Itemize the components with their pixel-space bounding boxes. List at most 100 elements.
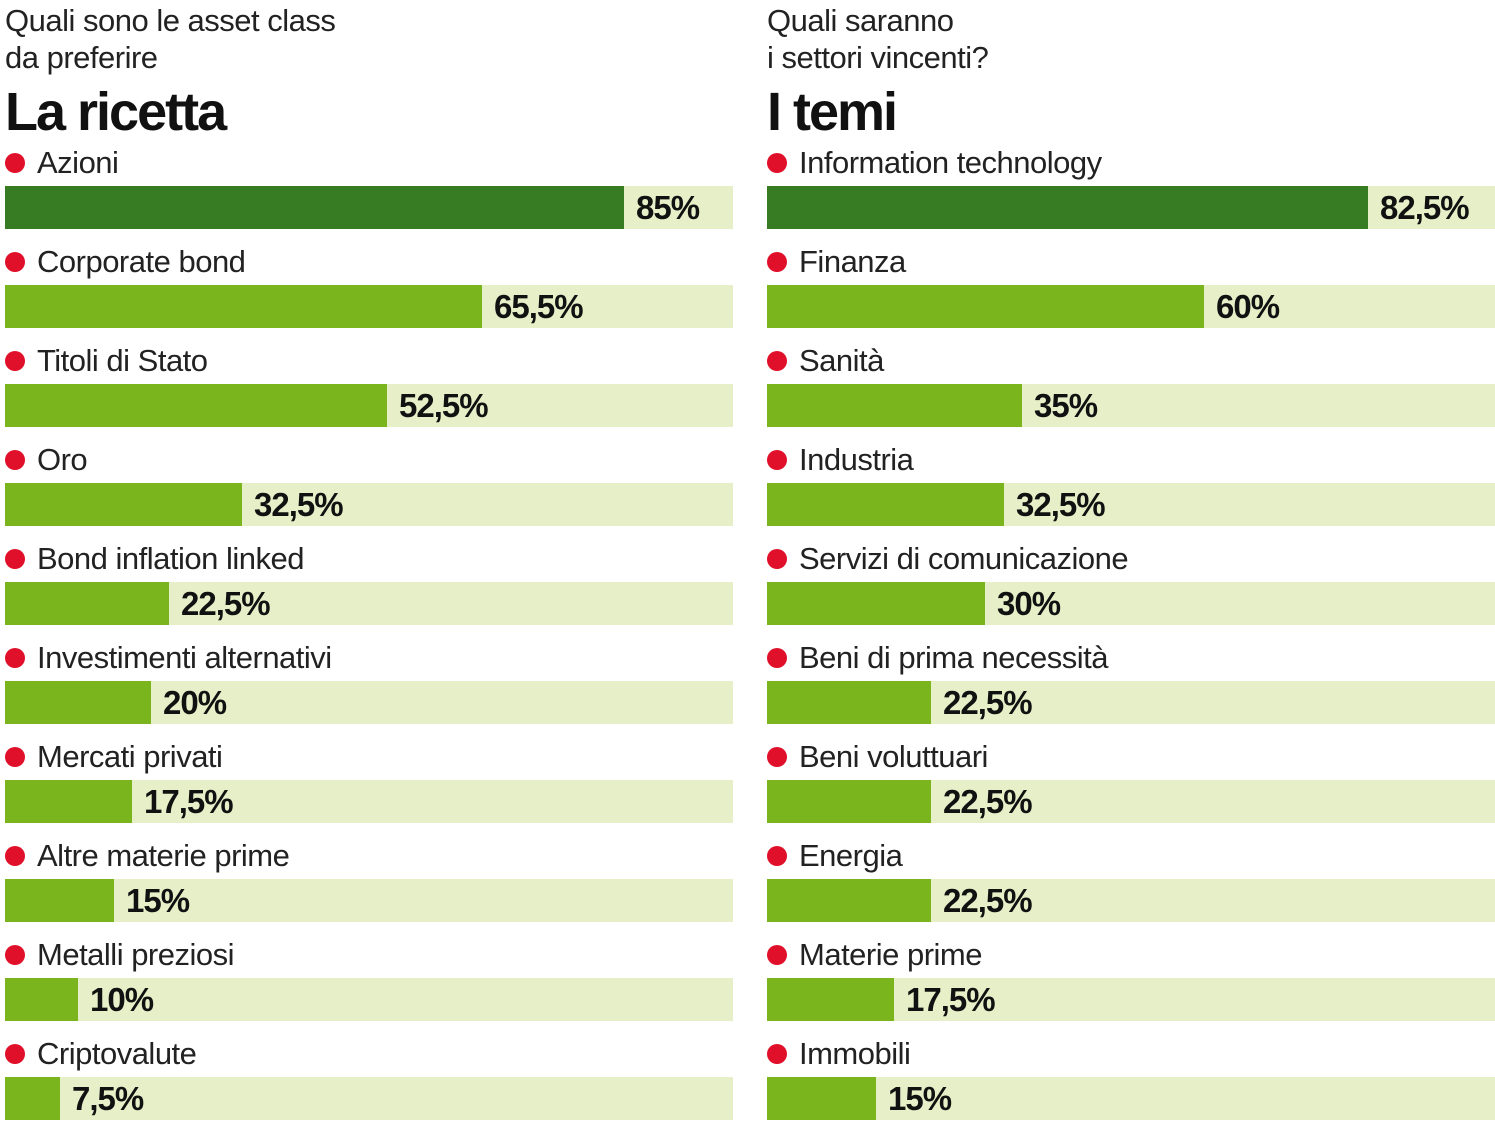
bullet-icon — [767, 252, 787, 272]
bar-track: 10% — [5, 978, 733, 1021]
bar-track: 17,5% — [5, 780, 733, 823]
category-label: Finanza — [799, 244, 906, 279]
category-label: Metalli preziosi — [37, 937, 235, 972]
value-label: 7,5% — [72, 1080, 144, 1117]
bar-label: Bond inflation linked — [5, 541, 304, 577]
bar-track: 22,5% — [767, 780, 1495, 823]
bar — [5, 780, 132, 823]
value-label: 22,5% — [943, 684, 1033, 721]
bar-row: Finanza 60% — [767, 244, 1495, 343]
bar-label: Beni voluttuari — [767, 739, 988, 775]
bar — [5, 582, 169, 625]
bullet-icon — [5, 450, 25, 470]
bar — [767, 384, 1022, 427]
category-label: Azioni — [37, 145, 119, 180]
bullet-icon — [5, 1044, 25, 1064]
value-label: 82,5% — [1380, 189, 1470, 226]
bar-row: Servizi di comunicazione 30% — [767, 541, 1495, 640]
bar-label: Investimenti alternativi — [5, 640, 332, 676]
bar — [5, 879, 114, 922]
bar-row: Corporate bond 65,5% — [5, 244, 733, 343]
bar-label: Altre materie prime — [5, 838, 290, 874]
bar-row: Azioni 85% — [5, 145, 733, 244]
category-label: Materie prime — [799, 937, 983, 972]
bar-track: 60% — [767, 285, 1495, 328]
bullet-icon — [5, 351, 25, 371]
chart-subtitle: Quali sono le asset class da preferire — [5, 3, 336, 75]
bar — [5, 285, 482, 328]
value-label: 85% — [636, 189, 700, 226]
bullet-icon — [767, 846, 787, 866]
category-label: Bond inflation linked — [37, 541, 304, 576]
bar-track: 52,5% — [5, 384, 733, 427]
bullet-icon — [767, 747, 787, 767]
bar-track: 15% — [767, 1077, 1495, 1120]
category-label: Industria — [799, 442, 914, 477]
bullet-icon — [767, 351, 787, 371]
bar-track: 22,5% — [767, 879, 1495, 922]
bar-label: Sanità — [767, 343, 884, 379]
bar-track: 22,5% — [767, 681, 1495, 724]
bar-label: Immobili — [767, 1036, 911, 1072]
bar-track: 30% — [767, 582, 1495, 625]
chart-subtitle: Quali saranno i settori vincenti? — [767, 3, 989, 75]
category-label: Information technology — [799, 145, 1102, 180]
bar-label: Oro — [5, 442, 88, 478]
bar-label: Energia — [767, 838, 903, 874]
chart-panel-asset-class: Quali sono le asset class da preferire L… — [5, 0, 733, 1120]
category-label: Energia — [799, 838, 903, 873]
bar — [5, 1077, 60, 1120]
category-label: Altre materie prime — [37, 838, 290, 873]
category-label: Criptovalute — [37, 1036, 197, 1071]
bar-row: Oro 32,5% — [5, 442, 733, 541]
value-label: 52,5% — [399, 387, 489, 424]
bar-row: Sanità 35% — [767, 343, 1495, 442]
category-label: Immobili — [799, 1036, 911, 1071]
bar — [767, 285, 1204, 328]
bar — [5, 384, 387, 427]
value-label: 17,5% — [906, 981, 996, 1018]
bar-label: Metalli preziosi — [5, 937, 235, 973]
bar-row: Mercati privati 17,5% — [5, 739, 733, 838]
category-label: Mercati privati — [37, 739, 223, 774]
bar-label: Finanza — [767, 244, 906, 280]
bar — [767, 186, 1368, 229]
value-label: 30% — [997, 585, 1061, 622]
bar-label: Information technology — [767, 145, 1102, 181]
value-label: 20% — [163, 684, 227, 721]
category-label: Investimenti alternativi — [37, 640, 332, 675]
bar-row: Investimenti alternativi 20% — [5, 640, 733, 739]
bar-track: 22,5% — [5, 582, 733, 625]
bullet-icon — [5, 945, 25, 965]
category-label: Sanità — [799, 343, 884, 378]
bar — [767, 1077, 876, 1120]
bar-label: Materie prime — [767, 937, 983, 973]
bullet-icon — [767, 1044, 787, 1064]
bullet-icon — [767, 450, 787, 470]
bar-row: Industria 32,5% — [767, 442, 1495, 541]
bar-label: Criptovalute — [5, 1036, 197, 1072]
category-label: Servizi di comunicazione — [799, 541, 1129, 576]
chart-title: La ricetta — [5, 82, 227, 142]
bullet-icon — [5, 846, 25, 866]
bar-track: 32,5% — [767, 483, 1495, 526]
bar-track: 7,5% — [5, 1077, 733, 1120]
category-label: Titoli di Stato — [37, 343, 208, 378]
bar — [5, 186, 624, 229]
bar-track: 35% — [767, 384, 1495, 427]
bar-track: 20% — [5, 681, 733, 724]
bullet-icon — [5, 747, 25, 767]
value-label: 22,5% — [181, 585, 271, 622]
bar — [5, 978, 78, 1021]
value-label: 65,5% — [494, 288, 584, 325]
value-label: 32,5% — [1016, 486, 1106, 523]
bar-row: Beni voluttuari 22,5% — [767, 739, 1495, 838]
bar-row: Beni di prima necessità 22,5% — [767, 640, 1495, 739]
category-label: Corporate bond — [37, 244, 246, 279]
bar-label: Beni di prima necessità — [767, 640, 1109, 676]
bar-track: 65,5% — [5, 285, 733, 328]
bar-track: 17,5% — [767, 978, 1495, 1021]
chart-title: I temi — [767, 82, 898, 142]
value-label: 35% — [1034, 387, 1098, 424]
bar — [767, 780, 931, 823]
